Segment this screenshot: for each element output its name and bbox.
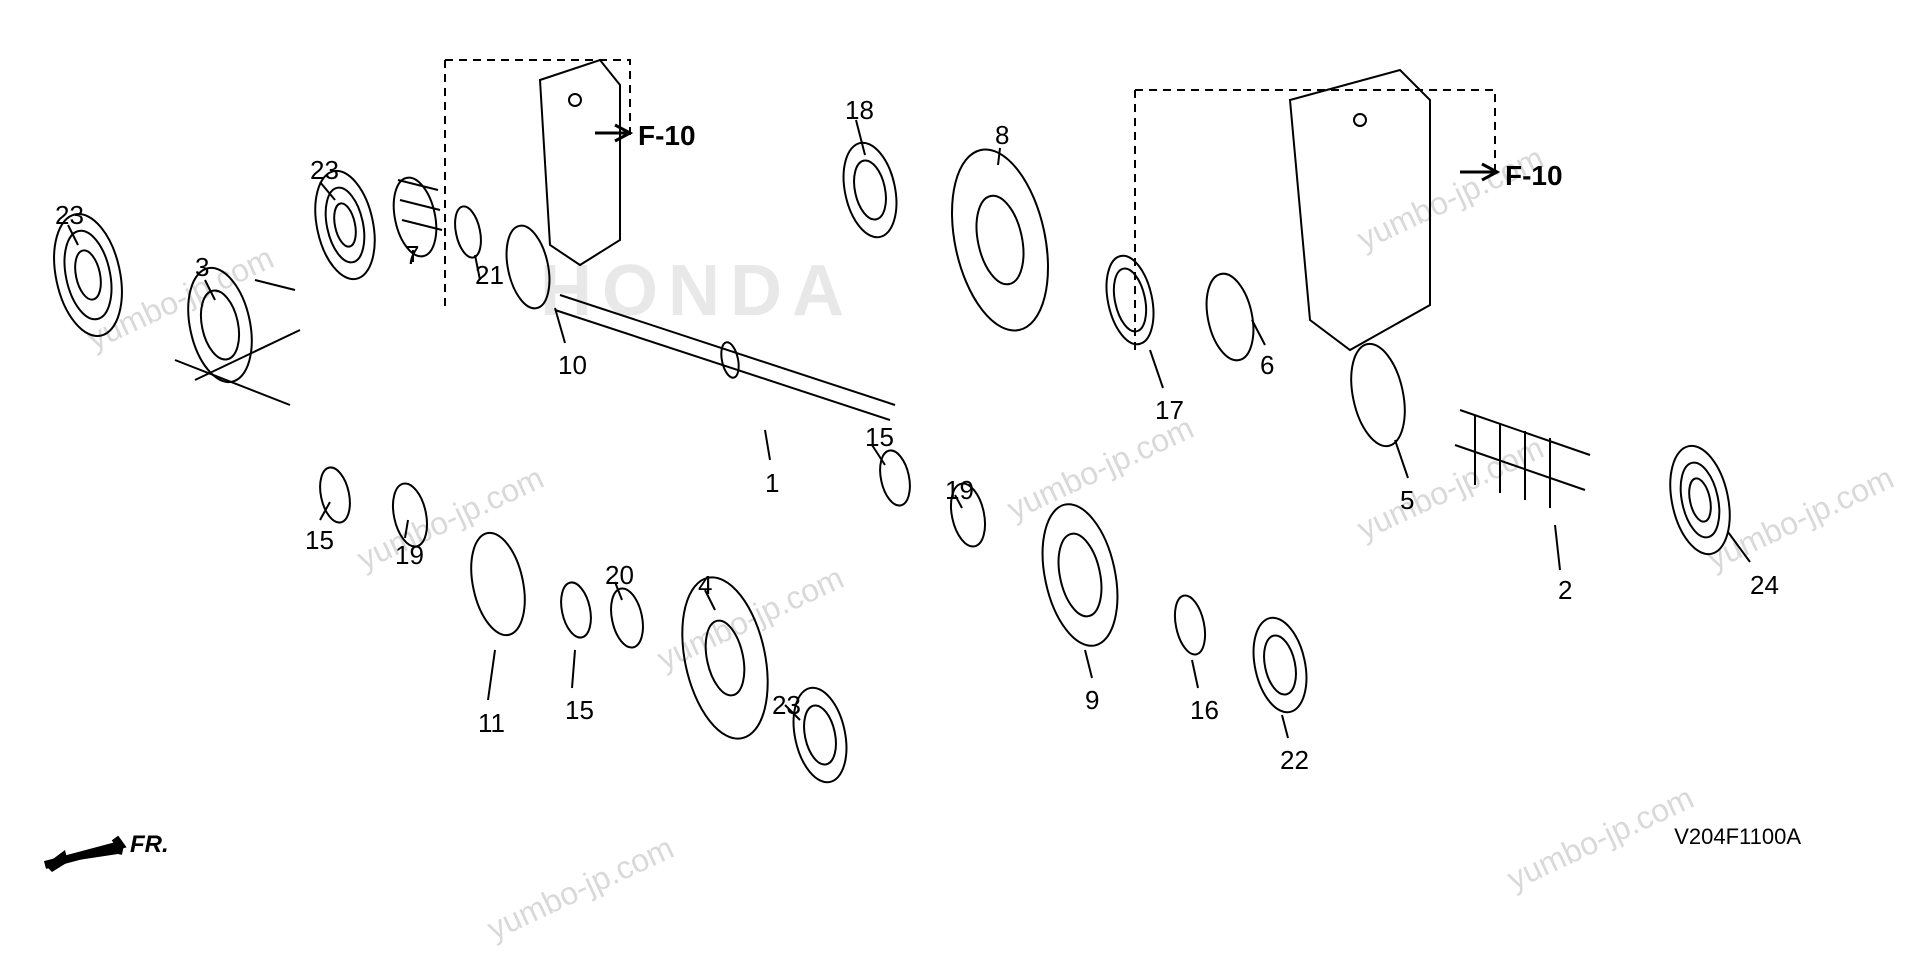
reference-label: F-10: [1505, 160, 1563, 192]
part-number: 18: [845, 95, 874, 126]
part-number: 20: [605, 560, 634, 591]
part-number: 10: [558, 350, 587, 381]
reference-label: F-10: [638, 120, 696, 152]
part-number: 19: [395, 540, 424, 571]
part-number: 15: [305, 525, 334, 556]
part-number: 24: [1750, 570, 1779, 601]
part-number: 6: [1260, 350, 1274, 381]
fr-label: FR.: [130, 831, 169, 859]
part-number: 19: [945, 475, 974, 506]
front-direction-indicator: FR.: [40, 830, 169, 880]
part-number: 2: [1558, 575, 1572, 606]
part-number: 15: [565, 695, 594, 726]
part-number: 17: [1155, 395, 1184, 426]
part-number: 22: [1280, 745, 1309, 776]
part-number: 1: [765, 468, 779, 499]
part-number: 9: [1085, 685, 1099, 716]
part-number: 11: [478, 708, 505, 739]
part-number: 5: [1400, 485, 1414, 516]
part-number: 23: [55, 200, 84, 231]
part-number: 7: [405, 240, 419, 271]
part-number: 4: [698, 570, 712, 601]
part-number: 23: [772, 690, 801, 721]
part-number: 21: [475, 260, 504, 291]
parts-diagram: HONDA yumbo-jp.com yumbo-jp.com yumbo-jp…: [0, 0, 1921, 960]
part-number: 15: [865, 422, 894, 453]
part-number: 3: [195, 252, 209, 283]
part-number: 23: [310, 155, 339, 186]
part-number: 8: [995, 120, 1009, 151]
diagram-code: V204F1100A: [1674, 824, 1801, 850]
part-number: 16: [1190, 695, 1219, 726]
